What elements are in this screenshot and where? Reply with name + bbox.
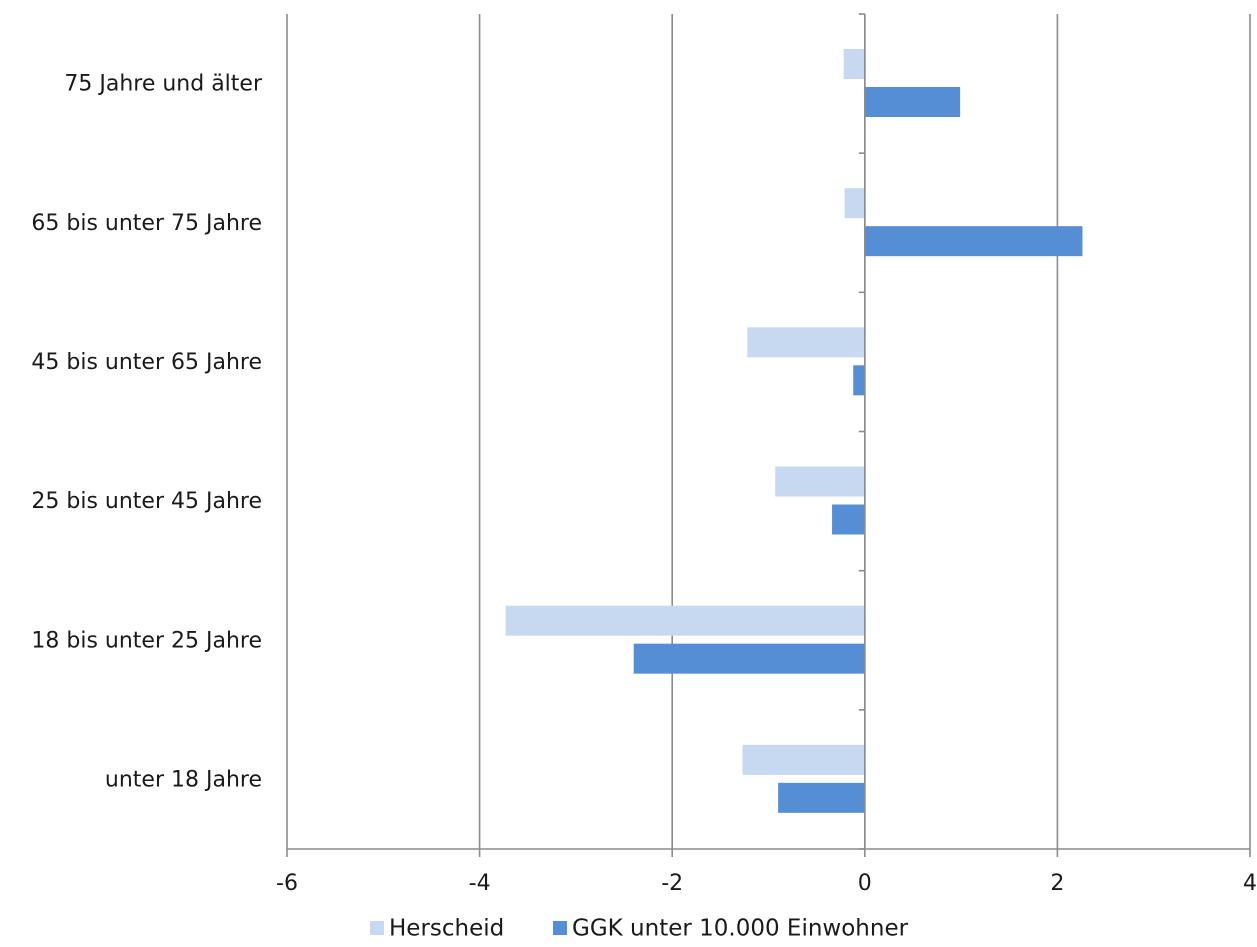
category-label-0: 75 Jahre und älter — [64, 72, 263, 97]
category-labels: 75 Jahre und älter 65 bis unter 75 Jahre 4… — [31, 72, 263, 793]
bar-ggk-4 — [633, 643, 865, 674]
x-tick-label-1: -4 — [469, 871, 491, 896]
legend-label-0: Herscheid — [389, 916, 504, 942]
x-tick-label-4: 2 — [1050, 871, 1064, 896]
x-tick-label-5: 4 — [1243, 871, 1257, 896]
bars — [505, 49, 1083, 813]
legend-swatch-1 — [553, 921, 567, 935]
legend-swatch-0 — [370, 921, 384, 935]
legend: Herscheid GGK unter 10.000 Einwohner — [370, 916, 909, 942]
bar-herscheid-2 — [747, 327, 865, 358]
bar-herscheid-0 — [843, 49, 865, 79]
category-label-2: 45 bis unter 65 Jahre — [31, 350, 262, 375]
bar-herscheid-5 — [742, 744, 865, 775]
category-label-5: unter 18 Jahre — [105, 767, 262, 792]
bar-ggk-0 — [864, 87, 961, 117]
bar-herscheid-3 — [775, 466, 865, 497]
bar-ggk-1 — [864, 226, 1083, 257]
x-tick-label-0: -6 — [276, 871, 298, 896]
tick-labels: -6 -4 -2 0 2 4 — [276, 871, 1257, 896]
bar-ggk-2 — [853, 365, 865, 396]
bar-herscheid-1 — [844, 188, 865, 219]
x-tick-label-3: 0 — [858, 871, 872, 896]
category-label-3: 25 bis unter 45 Jahre — [31, 489, 262, 514]
bar-ggk-5 — [778, 782, 865, 813]
axes — [287, 13, 1250, 850]
category-label-4: 18 bis unter 25 Jahre — [31, 628, 262, 653]
grid-lines — [286, 14, 1251, 857]
category-label-1: 65 bis unter 75 Jahre — [31, 211, 262, 236]
legend-label-1: GGK unter 10.000 Einwohner — [572, 916, 909, 942]
bar-herscheid-4 — [505, 605, 865, 636]
x-tick-label-2: -2 — [661, 871, 683, 896]
bar-ggk-3 — [832, 504, 865, 535]
